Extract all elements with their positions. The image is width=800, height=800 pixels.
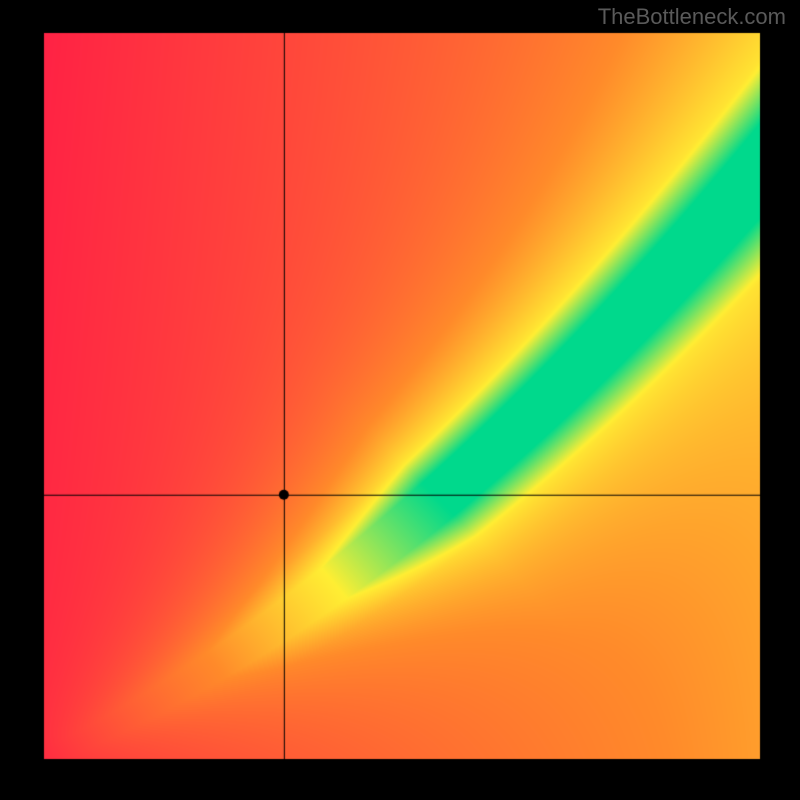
watermark-text: TheBottleneck.com [598, 4, 786, 30]
bottleneck-heatmap [0, 0, 800, 800]
